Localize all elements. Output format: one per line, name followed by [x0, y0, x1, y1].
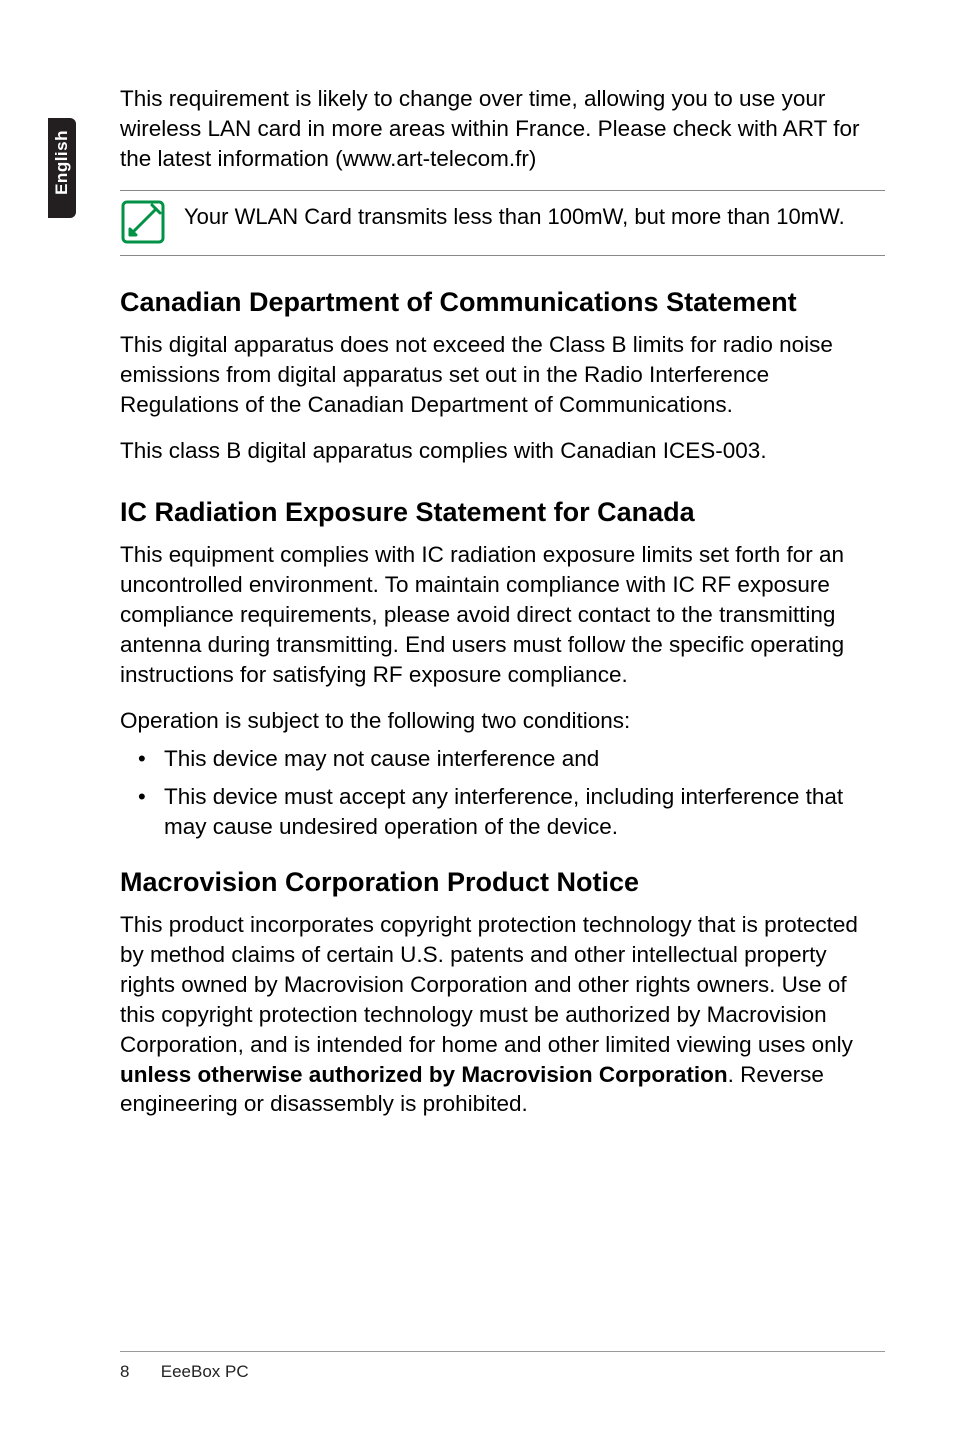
page-footer: 8 EeeBox PC [120, 1351, 885, 1382]
macrovision-p1: This product incorporates copyright prot… [120, 910, 885, 1119]
note-callout: Your WLAN Card transmits less than 100mW… [120, 190, 885, 256]
canadian-p2: This class B digital apparatus complies … [120, 436, 885, 466]
canadian-p1: This digital apparatus does not exceed t… [120, 330, 885, 420]
language-tab: English [48, 118, 76, 218]
page: English This requirement is likely to ch… [0, 0, 954, 1438]
heading-macrovision: Macrovision Corporation Product Notice [120, 866, 885, 898]
heading-canadian: Canadian Department of Communications St… [120, 286, 885, 318]
intro-paragraph: This requirement is likely to change ove… [120, 84, 885, 174]
macrovision-p1-bold: unless otherwise authorized by Macrovisi… [120, 1062, 728, 1087]
page-number: 8 [120, 1362, 156, 1382]
heading-ic: IC Radiation Exposure Statement for Cana… [120, 496, 885, 528]
list-item: This device may not cause interference a… [120, 744, 885, 774]
note-text: Your WLAN Card transmits less than 100mW… [184, 199, 845, 232]
note-pencil-icon [120, 199, 166, 245]
ic-p2: Operation is subject to the following tw… [120, 706, 885, 736]
footer-title: EeeBox PC [161, 1362, 249, 1381]
ic-bullet-list: This device may not cause interference a… [120, 744, 885, 842]
macrovision-p1-pre: This product incorporates copyright prot… [120, 912, 858, 1057]
content-area: This requirement is likely to change ove… [120, 84, 885, 1135]
ic-p1: This equipment complies with IC radiatio… [120, 540, 885, 690]
list-item: This device must accept any interference… [120, 782, 885, 842]
language-tab-label: English [52, 130, 72, 195]
